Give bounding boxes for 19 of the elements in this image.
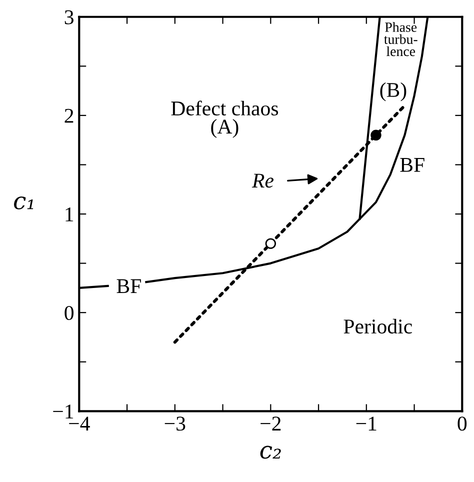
annotation: Defect chaos (A): [171, 100, 278, 138]
y-tick-label: −1: [53, 404, 74, 418]
x-tick-label: −1: [356, 416, 376, 430]
annotation: Phase turbu- lence: [384, 22, 418, 56]
x-tick-label: −3: [164, 416, 186, 431]
y-tick-label: 3: [64, 10, 74, 24]
y-tick-label: 0: [64, 306, 74, 320]
annotation: (B): [380, 82, 406, 102]
x-tick-label: 0: [458, 416, 467, 431]
x-tick-label: −2: [260, 416, 281, 430]
x-axis-title: c₂: [260, 446, 281, 459]
y-tick-label: 1: [66, 207, 74, 222]
y-tick-label: 2: [64, 108, 74, 123]
annotation: BF: [400, 158, 424, 172]
annotation: Periodic: [344, 318, 412, 334]
x-tick-label: −4: [69, 416, 90, 430]
annotation: Re: [252, 174, 274, 188]
annotation: BF: [116, 279, 141, 294]
y-axis-title: c₁: [14, 196, 34, 210]
